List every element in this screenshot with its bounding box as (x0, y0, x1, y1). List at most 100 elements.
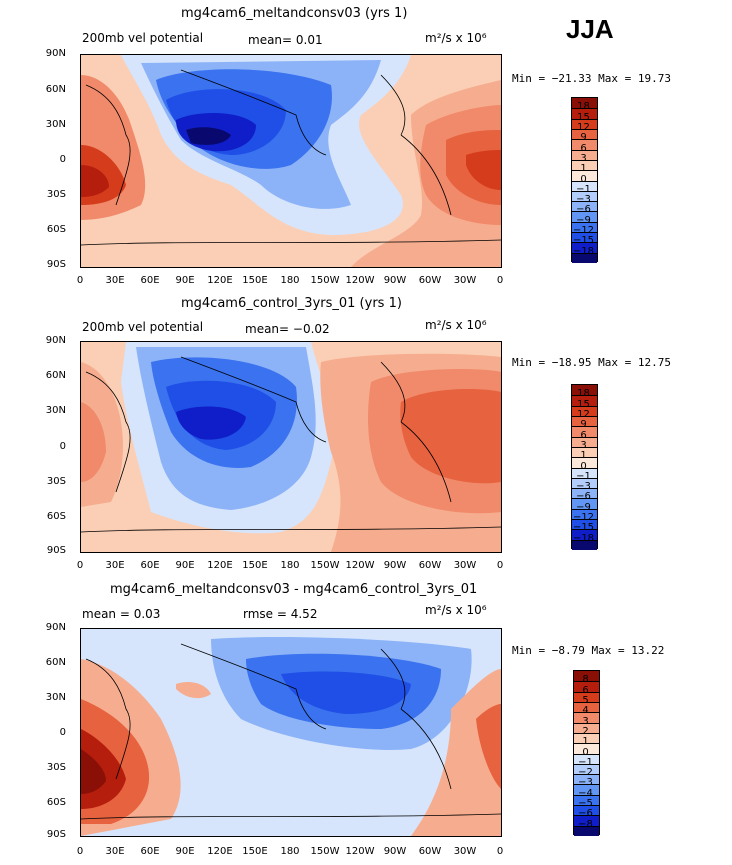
panel3-lon-tick: 30E (105, 846, 125, 857)
panel2-lat-tick: 30N (45, 405, 66, 416)
colorbar-segment (572, 415, 597, 427)
cb-label: −3 (576, 481, 591, 493)
colorbar-segment (572, 467, 597, 478)
cb-label: 9 (580, 132, 587, 144)
panel1-lon-tick: 30W (453, 275, 477, 286)
panel1-mean-label: mean= 0.01 (248, 33, 323, 47)
panel3-lon-tick: 0 (76, 846, 84, 857)
field-contour (411, 669, 501, 836)
colorbar-segment (572, 128, 597, 140)
panel1-units-label: m²/s x 10⁶ (425, 31, 487, 45)
colorbar-segment (574, 815, 599, 826)
cb-label: −1 (578, 756, 593, 768)
panel2-lon-tick: 150W (310, 560, 340, 571)
panel3-lat-tick: 90N (45, 622, 66, 633)
panel3-units-label: m²/s x 10⁶ (425, 603, 487, 617)
colorbar-segment (574, 753, 599, 764)
cb-label: 15 (577, 111, 590, 123)
panel3-lon-tick: 90W (383, 846, 407, 857)
colorbar-segment (572, 242, 597, 253)
field-contour (400, 389, 501, 484)
colorbar-segment (572, 436, 597, 447)
panel1-lon-tick: 90W (383, 275, 407, 286)
panel2-units-label: m²/s x 10⁶ (425, 318, 487, 332)
cb-label: 3 (580, 152, 587, 164)
field-contour (176, 406, 246, 440)
panel1-lon-tick: 90E (175, 275, 195, 286)
panel1-lat-tick: 90S (46, 259, 66, 270)
panel2-lat-tick: 60S (46, 511, 66, 522)
panel2-lon-tick: 60W (418, 560, 442, 571)
colorbar-segment (572, 221, 597, 233)
colorbar-segment (574, 794, 599, 806)
colorbar-segment (572, 118, 597, 129)
cb-label: 6 (580, 142, 587, 154)
panel1-lat-tick: 0 (59, 154, 66, 165)
panel3-lon-tick: 60W (418, 846, 442, 857)
panel1-lat-tick: 30S (46, 189, 66, 200)
cb-label: 1 (580, 163, 587, 175)
colorbar-segment (572, 180, 597, 191)
cb-label: −2 (578, 767, 593, 779)
panel2-lon-tick: 0 (496, 560, 504, 571)
panel2-lon-tick: 90E (175, 560, 195, 571)
panel1-lon-tick: 30E (105, 275, 125, 286)
colorbar-segment (574, 774, 599, 785)
cb-label: 3 (580, 439, 587, 451)
panel2-lon-tick: 0 (76, 560, 84, 571)
panel2-colorbar (571, 384, 598, 550)
cb-label: −3 (578, 777, 593, 789)
colorbar-segment (572, 385, 597, 396)
cb-label: −9 (576, 214, 591, 226)
colorbar-segment (572, 539, 597, 550)
panel2-lon-tick: 30W (453, 560, 477, 571)
panel2-map (80, 341, 502, 553)
colorbar-segment (574, 701, 599, 713)
panel2-lon-tick: 60E (140, 560, 160, 571)
colorbar-segment (574, 763, 599, 775)
panel2-title: mg4cam6_control_3yrs_01 (yrs 1) (181, 296, 402, 311)
cb-label: −18 (572, 532, 595, 544)
panel2-lon-tick: 30E (105, 560, 125, 571)
colorbar-segment (572, 201, 597, 212)
cb-label: 12 (577, 121, 590, 133)
colorbar-segment (574, 825, 599, 836)
cb-label: −1 (576, 470, 591, 482)
panel2-mean-label: mean= −0.02 (245, 322, 330, 336)
cb-label: −4 (578, 787, 593, 799)
panel3-lon-tick: 180 (280, 846, 300, 857)
coastlines (81, 356, 501, 533)
panel3-mean-label: mean = 0.03 (82, 607, 161, 621)
colorbar-segment (572, 139, 597, 150)
panel1-lon-tick: 60E (140, 275, 160, 286)
field-contour (176, 682, 211, 699)
colorbar-segment (572, 508, 597, 520)
cb-label: 2 (582, 725, 589, 737)
panel2-lon-tick: 150E (242, 560, 268, 571)
field-contour (81, 402, 106, 482)
colorbar-segment (572, 529, 597, 540)
panel3-min-max: Min = −8.79 Max = 13.22 (512, 644, 665, 657)
panel2-lat-tick: 60N (45, 370, 66, 381)
colorbar-segment (572, 170, 597, 181)
colorbar-segment (574, 805, 599, 816)
cb-label: −3 (576, 194, 591, 206)
panel3-lon-tick: 120E (207, 846, 233, 857)
panel3-lon-tick: 90E (175, 846, 195, 857)
panel1-map (80, 54, 502, 268)
panel1-lat-tick: 60S (46, 224, 66, 235)
panel2-lon-tick: 180 (280, 560, 300, 571)
panel3-lon-tick: 120W (345, 846, 375, 857)
panel1-colorbar (571, 97, 598, 263)
cb-label: 6 (580, 429, 587, 441)
cb-label: −12 (572, 225, 595, 237)
coastlines (81, 643, 501, 820)
colorbar-segment (572, 498, 597, 509)
panel1-lat-tick: 30N (45, 119, 66, 130)
panel3-lon-tick: 30W (453, 846, 477, 857)
panel3-title: mg4cam6_meltandconsv03 - mg4cam6_control… (110, 582, 478, 597)
panel1-lon-tick: 0 (496, 275, 504, 286)
cb-label: 0 (580, 460, 587, 472)
panel3-lon-tick: 150E (242, 846, 268, 857)
panel1-lon-tick: 0 (76, 275, 84, 286)
